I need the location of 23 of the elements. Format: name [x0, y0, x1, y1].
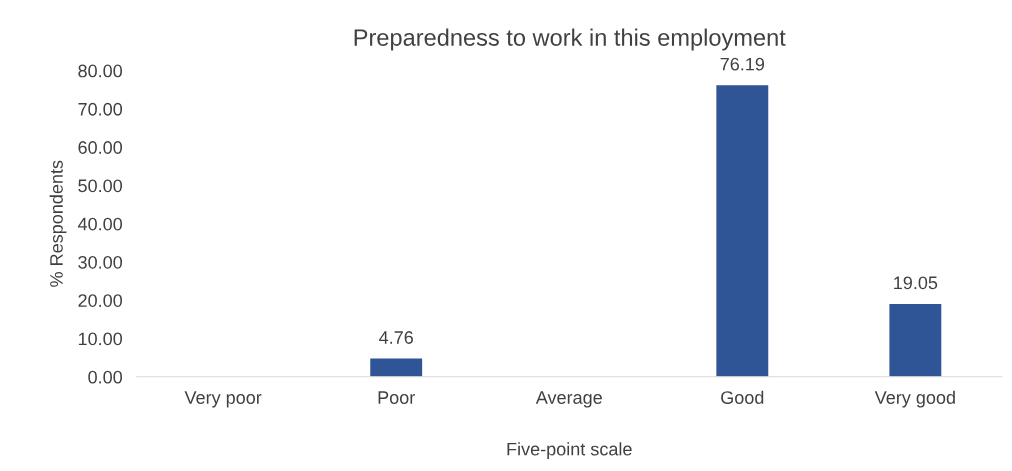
data-label: 19.05 — [894, 276, 938, 290]
chart-title: Preparedness to work in this employment — [354, 28, 786, 51]
y-tick-label: 0.00 — [88, 370, 123, 384]
y-tick-label: 60.00 — [78, 141, 123, 154]
data-label: 4.76 — [379, 331, 413, 344]
y-tick-label: 20.00 — [78, 294, 123, 307]
y-tick-label: 40.00 — [77, 217, 123, 231]
x-tick-label: Average — [535, 391, 602, 408]
x-tick-label: Poor — [378, 391, 415, 404]
x-tick-label: Very good — [874, 390, 955, 408]
y-tick-label: 10.00 — [78, 332, 123, 346]
y-tick-label: 70.00 — [78, 102, 123, 116]
y-tick-label: 80.00 — [78, 64, 123, 78]
bar — [370, 358, 423, 377]
data-label: 76.19 — [720, 57, 765, 71]
x-tick-label: Very poor — [184, 391, 262, 408]
y-tick-label: 50.00 — [78, 179, 123, 193]
y-axis-title: % Respondents — [49, 160, 67, 287]
bar — [889, 303, 942, 377]
x-axis-title: Five-point scale — [507, 442, 632, 460]
bar — [716, 85, 769, 377]
x-tick-label: Good — [721, 390, 764, 404]
y-tick-label: 30.00 — [78, 255, 123, 269]
